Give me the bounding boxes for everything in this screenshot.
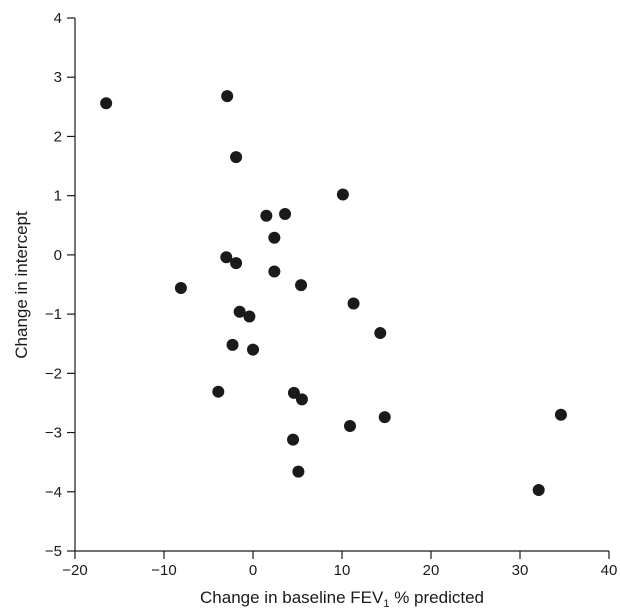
y-tick-label: 0 — [54, 247, 62, 264]
x-axis-label-subscript: 1 — [383, 598, 389, 608]
x-tick-label: 30 — [512, 562, 529, 579]
data-point — [260, 209, 273, 222]
data-point — [287, 433, 300, 446]
data-point — [336, 188, 349, 201]
data-point — [295, 393, 308, 406]
data-point — [100, 97, 113, 110]
data-point — [230, 151, 243, 164]
data-point — [226, 338, 239, 351]
y-tick-label: 2 — [54, 128, 62, 145]
data-point — [347, 297, 360, 310]
y-tick-label: −1 — [45, 306, 62, 323]
data-point — [233, 305, 246, 318]
x-axis-label: Change in baseline FEV1 % predicted — [200, 588, 484, 608]
data-point — [212, 385, 225, 398]
x-tick-label: 40 — [601, 562, 618, 579]
data-points — [100, 90, 567, 497]
y-tick-label: −5 — [45, 543, 62, 560]
data-point — [230, 257, 243, 270]
data-point — [268, 231, 281, 244]
x-tick-label: 10 — [334, 562, 351, 579]
y-ticks: −5 −4 −3 −2 −1 0 1 2 3 4 — [45, 10, 75, 560]
data-point — [292, 465, 305, 478]
data-point — [287, 386, 300, 399]
data-point — [554, 408, 567, 421]
y-tick-label: 3 — [54, 69, 62, 86]
data-point — [279, 208, 292, 221]
y-tick-label: 4 — [54, 10, 62, 27]
x-tick-label: −10 — [151, 562, 176, 579]
y-tick-label: −2 — [45, 365, 62, 382]
y-tick-label: −3 — [45, 425, 62, 442]
data-point — [378, 411, 391, 424]
y-axis-label: Change in intercept — [12, 211, 31, 359]
data-point — [295, 279, 308, 292]
data-point — [243, 310, 256, 323]
data-point — [174, 282, 187, 295]
x-tick-label: −20 — [62, 562, 87, 579]
data-point — [247, 343, 259, 356]
data-point — [344, 420, 357, 433]
data-point — [268, 265, 281, 278]
data-point — [221, 90, 234, 103]
x-tick-label: 0 — [249, 562, 257, 579]
x-axis-label-suffix: % predicted — [389, 588, 484, 607]
x-ticks: −20 −10 0 10 20 30 40 — [62, 551, 617, 579]
data-point — [532, 484, 545, 497]
x-tick-label: 20 — [423, 562, 440, 579]
data-point — [374, 327, 387, 340]
data-point — [220, 251, 233, 264]
y-tick-label: −4 — [45, 484, 62, 501]
y-tick-label: 1 — [54, 188, 62, 205]
x-axis-label-main: Change in baseline FEV — [200, 588, 384, 607]
